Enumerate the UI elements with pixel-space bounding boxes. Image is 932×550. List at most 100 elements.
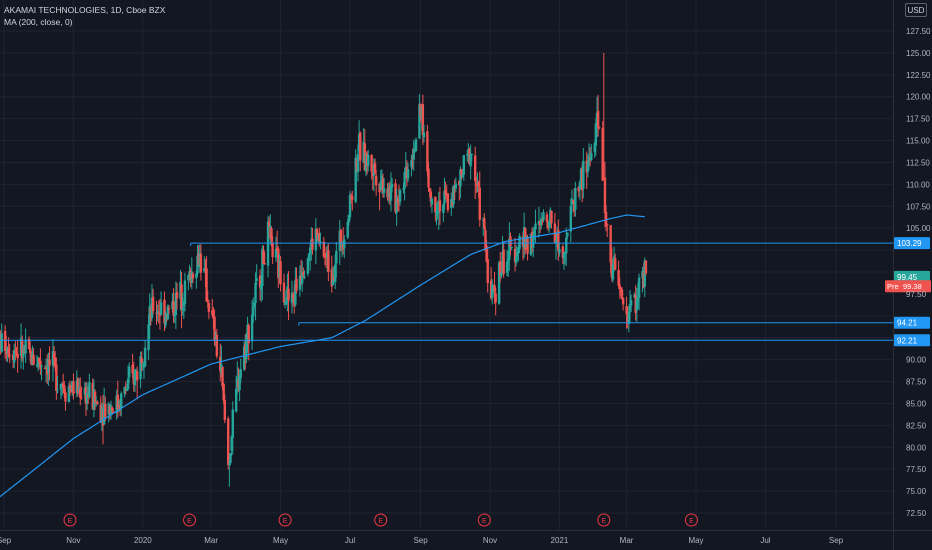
- ma-200-line: [0, 214, 645, 498]
- candle-body: [348, 194, 352, 218]
- candle-body: [140, 357, 143, 364]
- candle-body: [303, 276, 306, 278]
- candle-body: [477, 182, 480, 187]
- candle-body: [395, 197, 398, 213]
- candle-body: [52, 353, 56, 359]
- candle-body: [36, 357, 40, 368]
- candle-body: [541, 221, 544, 223]
- candle-body: [379, 181, 382, 190]
- candle-body: [55, 364, 58, 392]
- candle-body: [474, 155, 477, 182]
- earnings-event-icon[interactable]: [63, 513, 77, 527]
- candle-body: [460, 169, 463, 176]
- candle-body: [234, 388, 238, 412]
- candle-body: [570, 198, 574, 205]
- candle-body: [557, 230, 560, 252]
- candle-body: [191, 273, 195, 279]
- candle-body: [116, 394, 120, 409]
- candle-body: [598, 127, 601, 129]
- candle-body: [518, 235, 521, 249]
- candle-body: [80, 396, 83, 398]
- currency-selector[interactable]: USD: [905, 3, 927, 17]
- candle-body: [381, 178, 385, 192]
- candle-body: [242, 346, 246, 370]
- candle-body: [227, 418, 230, 465]
- candle-body: [587, 156, 591, 164]
- candle-body: [562, 252, 566, 259]
- candle-body: [187, 275, 190, 281]
- candle-body: [56, 389, 59, 391]
- candle-body: [47, 359, 50, 373]
- candle-body: [295, 278, 298, 291]
- candle-body: [0, 333, 3, 352]
- candle-body: [454, 183, 458, 189]
- candle-body: [266, 221, 270, 266]
- candle-body: [532, 235, 535, 248]
- candle-body: [461, 175, 464, 177]
- candle-body: [574, 188, 577, 210]
- candle-body: [133, 370, 137, 386]
- earnings-event-icon[interactable]: [597, 513, 611, 527]
- candle-body: [85, 392, 89, 404]
- candle-body: [318, 232, 321, 242]
- earnings-event-icon[interactable]: [684, 513, 698, 527]
- candle-body: [285, 300, 288, 305]
- candle-body: [513, 248, 517, 262]
- candle-body: [426, 131, 429, 172]
- candle-body: [566, 232, 569, 237]
- earnings-event-label: E: [378, 518, 383, 525]
- candle-body: [64, 392, 67, 402]
- candle-body: [594, 123, 598, 146]
- candle-body: [311, 238, 314, 250]
- candle-body: [414, 139, 418, 151]
- candle-body: [274, 248, 278, 258]
- earnings-event-icon[interactable]: [278, 513, 292, 527]
- y-tick-label: 97.50: [906, 290, 927, 299]
- earnings-event-label: E: [187, 518, 192, 525]
- ma-indicator-label[interactable]: MA (200, close, 0): [4, 17, 73, 27]
- candle-body: [135, 371, 139, 381]
- candle-body: [427, 168, 430, 188]
- earnings-event-icon[interactable]: [477, 513, 491, 527]
- candle-body: [643, 260, 646, 287]
- candle-body: [290, 293, 294, 304]
- candle-body: [550, 210, 553, 224]
- candle-body: [636, 297, 640, 300]
- candle-body: [260, 284, 263, 290]
- candle-body: [172, 300, 175, 316]
- candle-body: [282, 282, 286, 303]
- candle-body: [254, 282, 257, 304]
- candle-body: [491, 284, 494, 298]
- candle-body: [565, 237, 568, 254]
- candle-body: [245, 334, 248, 360]
- candle-body: [486, 259, 489, 284]
- candle-body: [534, 223, 537, 230]
- level-price-label: 94.21: [897, 319, 918, 328]
- candle-body: [533, 230, 536, 235]
- candle-body: [635, 298, 639, 311]
- y-tick-label: 75.00: [906, 487, 927, 496]
- candle-body: [3, 330, 7, 352]
- candle-body: [230, 436, 233, 451]
- candle-body: [59, 383, 63, 390]
- x-tick-label: May: [273, 536, 288, 545]
- earnings-event-icon[interactable]: [374, 513, 388, 527]
- candle-body: [16, 353, 19, 359]
- candle-body: [398, 190, 402, 202]
- candle-body: [228, 463, 231, 465]
- candle-body: [347, 214, 351, 223]
- candle-body: [436, 212, 439, 215]
- candle-body: [163, 299, 166, 324]
- candle-body: [54, 357, 57, 366]
- candle-body: [306, 258, 310, 274]
- candle-body: [221, 366, 224, 387]
- y-tick-label: 127.50: [906, 27, 931, 36]
- candle-body: [410, 160, 413, 168]
- candle-body: [239, 369, 242, 379]
- candle-body: [526, 237, 529, 254]
- earnings-event-icon[interactable]: [183, 513, 197, 527]
- candle-body: [166, 306, 170, 320]
- earnings-event-label: E: [601, 518, 606, 525]
